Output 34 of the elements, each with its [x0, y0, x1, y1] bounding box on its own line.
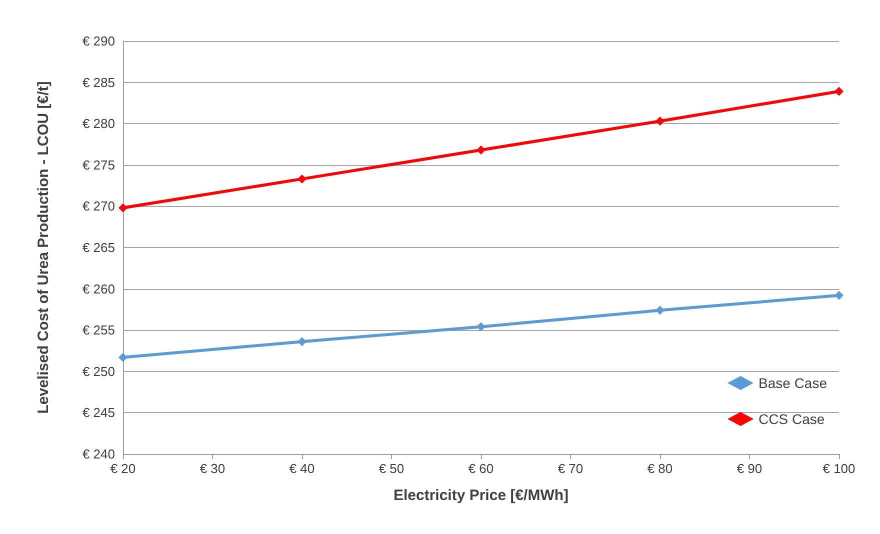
x-tick-label: € 50: [378, 461, 404, 476]
y-tick-label: € 240: [82, 446, 115, 462]
x-tick-label: € 20: [110, 461, 136, 476]
point: [476, 146, 486, 155]
x-tick-label: € 60: [468, 461, 494, 476]
y-tick-label: € 250: [82, 364, 115, 379]
x-tick-label: € 100: [822, 461, 856, 476]
x-tick-label: € 40: [289, 461, 315, 476]
point: [476, 322, 486, 332]
point: [656, 116, 664, 126]
y-tick-label: € 260: [82, 281, 115, 296]
point: [118, 352, 128, 362]
legend-label: Base Case: [758, 375, 828, 391]
y-tick-label: € 245: [82, 405, 115, 420]
y-tick-label: € 280: [82, 116, 115, 132]
point: [834, 290, 844, 300]
point: [656, 306, 664, 315]
legend-label: CCS Case: [758, 411, 825, 427]
y-tick-label: € 290: [82, 34, 115, 48]
x-tick-label: € 90: [736, 461, 762, 476]
x-tick-label: € 30: [200, 461, 226, 476]
y-tick-label: € 285: [82, 74, 115, 90]
y-axis-title: Levelised Cost of Urea Production - LCOU [€/t]: [35, 81, 52, 414]
x-tick-label: € 80: [647, 461, 673, 476]
point: [118, 203, 128, 212]
point: [834, 86, 844, 96]
point: [298, 337, 306, 346]
point: [298, 174, 306, 184]
y-tick-label: € 255: [82, 322, 115, 338]
y-tick-label: € 275: [82, 157, 115, 172]
y-tick-label: € 265: [82, 240, 115, 255]
y-tick-label: € 270: [82, 198, 115, 214]
x-axis-title: Electricity Price [€/MWh]: [393, 487, 569, 504]
x-tick-label: € 70: [558, 461, 584, 476]
